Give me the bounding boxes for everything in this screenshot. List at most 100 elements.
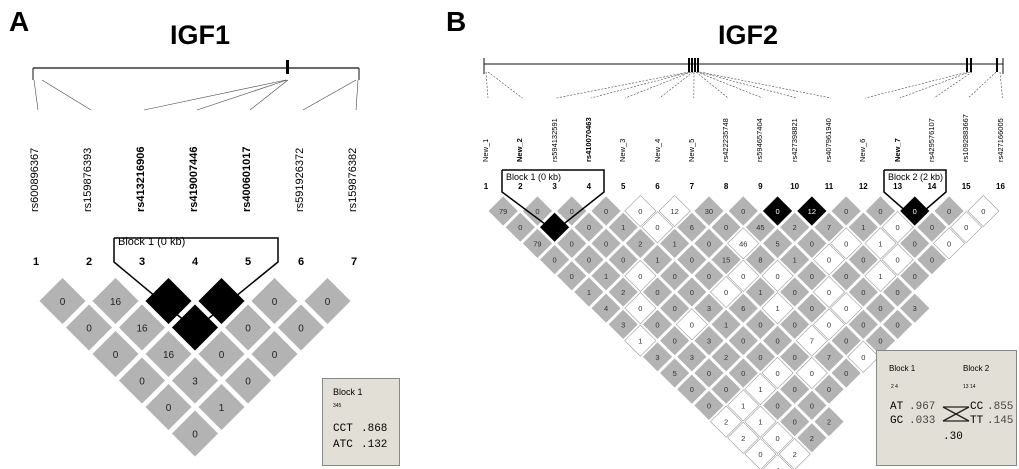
legend-b-b2-hap-1: CC bbox=[970, 401, 984, 413]
panel-b-ld-value: 0 bbox=[707, 239, 711, 248]
panel-b-ld-cell bbox=[675, 210, 709, 244]
panel-b-ld-value: 0 bbox=[844, 369, 848, 378]
panel-b-ld-cell bbox=[692, 259, 726, 293]
panel-b-ld-cell bbox=[881, 243, 914, 276]
panel-b-ld-cell bbox=[675, 340, 709, 374]
panel-b-snp-index: 3 bbox=[552, 182, 557, 191]
panel-b-ld-value: 0 bbox=[913, 239, 917, 248]
panel-b-ld-cell bbox=[778, 307, 812, 341]
panel-b-ld-cell bbox=[829, 356, 863, 390]
panel-b-ld-cell bbox=[641, 211, 674, 244]
panel-b-ld-value: 2 bbox=[810, 434, 814, 443]
panel-a-ld-value: 0 bbox=[60, 297, 66, 308]
panel-a-ld-cell bbox=[142, 328, 195, 380]
panel-b-ld-value: 3 bbox=[707, 337, 711, 346]
panel-b-block1-outline bbox=[501, 169, 605, 233]
panel-b-ld-value: 2 bbox=[793, 223, 797, 232]
panel-b-ld-value: 0 bbox=[896, 256, 900, 265]
panel-b-ld-value: 0 bbox=[553, 256, 557, 265]
panel-b-ld-cell bbox=[743, 340, 777, 374]
panel-b-ld-cell bbox=[795, 388, 829, 422]
panel-b-ld-value: 0 bbox=[930, 256, 934, 265]
panel-b-ld-value: 1 bbox=[775, 304, 779, 313]
panel-b-ld-cell bbox=[572, 210, 606, 244]
panel-b-exon-marker bbox=[966, 58, 968, 72]
panel-b-ld-cell bbox=[761, 259, 794, 292]
panel-a-snp-index: 4 bbox=[191, 256, 199, 268]
panel-b-snp-label: rs410070463 bbox=[583, 117, 593, 162]
panel-b-ld-cell bbox=[709, 243, 743, 277]
panel-b-ld-cell bbox=[898, 259, 932, 293]
panel-b-snp-connector bbox=[999, 71, 1003, 99]
panel-b-block2-label: Block 2 (2 kb) bbox=[888, 172, 944, 182]
panel-a-ld-value: 0 bbox=[272, 297, 278, 308]
panel-b-ld-cell bbox=[829, 194, 863, 228]
panel-a-ld-cell bbox=[222, 301, 274, 354]
panel-a-ld-value: 0 bbox=[113, 350, 119, 361]
panel-a-ld-cell bbox=[169, 354, 221, 407]
panel-b-ld-value: 0 bbox=[535, 207, 539, 216]
panel-b-snp-connector bbox=[485, 71, 489, 99]
panel-b-ld-value: 1 bbox=[878, 239, 882, 248]
panel-a-snp-index: 7 bbox=[350, 256, 358, 268]
panel-b-ld-value: 0 bbox=[793, 418, 797, 427]
panel-a-ld-value: 0 bbox=[245, 377, 251, 388]
panel-a-snp-index: 5 bbox=[244, 256, 252, 268]
panel-b-ld-cell bbox=[812, 340, 846, 374]
panel-b-snp-connector bbox=[556, 71, 690, 99]
panel-b-ld-value: 0 bbox=[690, 256, 694, 265]
panel-a-haplotype-legend: Block 1 345 CCT .868 ATC .132 bbox=[322, 378, 400, 466]
panel-b-snp-index: 14 bbox=[927, 182, 937, 191]
panel-b-ld-cell bbox=[589, 259, 623, 293]
panel-b-ld-cell bbox=[727, 389, 760, 422]
panel-b-ld-cell bbox=[795, 194, 829, 228]
panel-b-ld-value: 79 bbox=[499, 207, 507, 216]
panel-a-ld-cell bbox=[116, 354, 168, 407]
panel-b-snp-index: 10 bbox=[790, 182, 800, 191]
panel-b-ld-cell bbox=[761, 356, 794, 390]
panel-b-ld-cell bbox=[572, 243, 606, 277]
panel-b-ld-value: 0 bbox=[930, 223, 934, 232]
panel-b-ld-cell bbox=[778, 275, 812, 309]
panel-a-snp-label: rs600896367 bbox=[29, 147, 41, 212]
panel-b-ld-cell bbox=[760, 194, 795, 228]
panel-b-ld-value: 6 bbox=[741, 304, 745, 313]
panel-a-ld-value: 0 bbox=[139, 377, 145, 388]
panel-a-snp-label: rs159876382 bbox=[347, 147, 359, 212]
panel-b-snp-label: rs1092883667 bbox=[961, 114, 971, 162]
panel-a-ld-value: 0 bbox=[325, 297, 331, 308]
panel-b-ld-value: 0 bbox=[775, 434, 779, 443]
panel-b-snp-connector bbox=[865, 71, 969, 99]
panel-a-ld-value: 0 bbox=[219, 350, 225, 361]
panel-b-ld-cell bbox=[692, 291, 726, 325]
panel-b-ld-cell bbox=[709, 307, 743, 341]
panel-b-ld-cell bbox=[812, 308, 846, 341]
panel-b-ld-cell bbox=[692, 388, 726, 422]
panel-b-ld-cell bbox=[606, 243, 640, 277]
panel-b-ld-value: 0 bbox=[793, 320, 797, 329]
panel-b-ld-cell bbox=[778, 340, 812, 374]
panel-b-ld-cell bbox=[709, 210, 743, 244]
panel-b-snp-index: 8 bbox=[723, 182, 729, 191]
legend-b-b1-hap-2: GC bbox=[890, 415, 904, 427]
panel-b-ld-value: 0 bbox=[655, 288, 659, 297]
panel-b-ld-cell bbox=[967, 194, 1000, 228]
panel-b-exon-marker bbox=[688, 58, 690, 72]
panel-b-ld-value: 30 bbox=[705, 207, 713, 216]
panel-b-snp-connector bbox=[487, 71, 523, 99]
panel-a-ld-cell bbox=[169, 407, 221, 460]
panel-b-ld-value: 45 bbox=[756, 223, 764, 232]
panel-b-snp-index: 5 bbox=[620, 182, 626, 191]
panel-b-ld-cell bbox=[692, 194, 726, 228]
panel-b-ld-value: 0 bbox=[861, 256, 865, 265]
panel-b-ld-value: 12 bbox=[808, 207, 816, 216]
panel-b-ld-cell bbox=[812, 243, 846, 276]
panel-b-ld-cell bbox=[692, 356, 726, 390]
panel-b-snp-index: 7 bbox=[689, 182, 695, 191]
panel-b-ld-value: 1 bbox=[621, 223, 625, 232]
panel-b-ld-value: 0 bbox=[861, 288, 865, 297]
panel-b-snp-label: New_6 bbox=[858, 138, 868, 162]
panel-b-ld-value: 0 bbox=[604, 239, 608, 248]
panel-b-ld-value: 0 bbox=[844, 304, 848, 313]
panel-b-ld-value: 1 bbox=[793, 256, 797, 265]
